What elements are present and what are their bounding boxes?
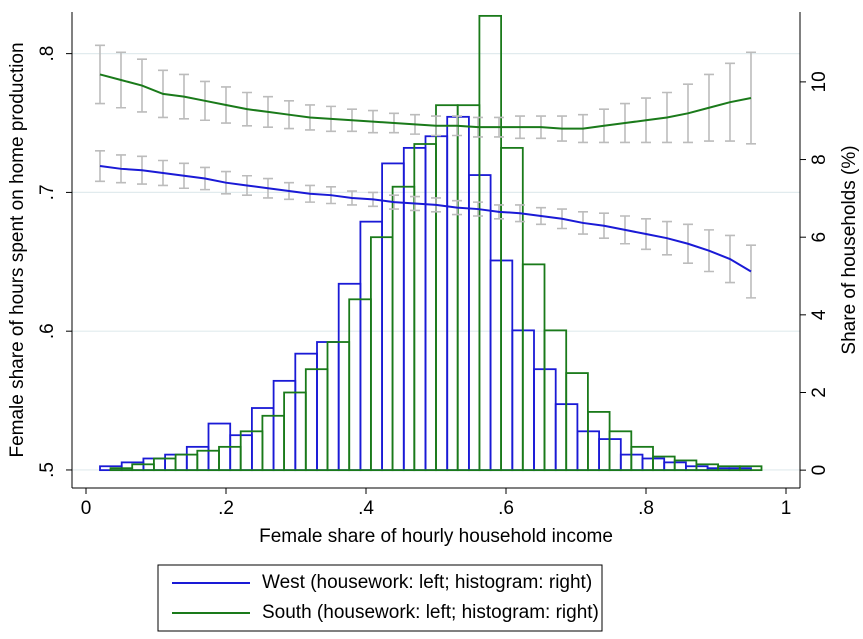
y-tick-label: .5 bbox=[37, 462, 58, 478]
legend-label: South (housework: left; histogram: right… bbox=[262, 602, 599, 623]
y2-tick-label: 0 bbox=[809, 465, 830, 476]
histograms bbox=[99, 14, 763, 472]
y2-axis-title: Share of households (%) bbox=[839, 145, 860, 354]
histogram-bar bbox=[738, 465, 763, 472]
y-tick-label: .8 bbox=[37, 46, 58, 62]
axes: 0 .2 .4 .6 .8 1 .5 .6 .7 .8 0 2 4 6 8 10 bbox=[37, 12, 830, 519]
error-bar bbox=[746, 244, 756, 299]
x-tick-label: .2 bbox=[218, 498, 234, 519]
y2-tick-label: 4 bbox=[809, 309, 830, 320]
x-axis-title: Female share of hourly household income bbox=[259, 526, 613, 547]
x-tick-label: 1 bbox=[781, 498, 792, 519]
y-tick-label: .6 bbox=[37, 323, 58, 339]
y2-tick-label: 8 bbox=[809, 154, 830, 165]
y-axis-title: Female share of hours spent on home prod… bbox=[7, 42, 28, 457]
y-tick-label: .7 bbox=[37, 184, 58, 200]
x-tick-label: 0 bbox=[81, 498, 92, 519]
y2-tick-label: 6 bbox=[809, 232, 830, 243]
x-tick-label: .4 bbox=[358, 498, 374, 519]
x-tick-label: .6 bbox=[498, 498, 514, 519]
line bbox=[99, 73, 752, 130]
lines bbox=[99, 73, 752, 273]
y2-tick-label: 10 bbox=[809, 71, 830, 92]
legend-label: West (housework: left; histogram: right) bbox=[262, 572, 592, 593]
y2-tick-label: 2 bbox=[809, 387, 830, 398]
legend: West (housework: left; histogram: right)… bbox=[172, 572, 599, 623]
x-tick-label: .8 bbox=[638, 498, 654, 519]
legend-box bbox=[157, 564, 603, 632]
line bbox=[99, 165, 752, 273]
